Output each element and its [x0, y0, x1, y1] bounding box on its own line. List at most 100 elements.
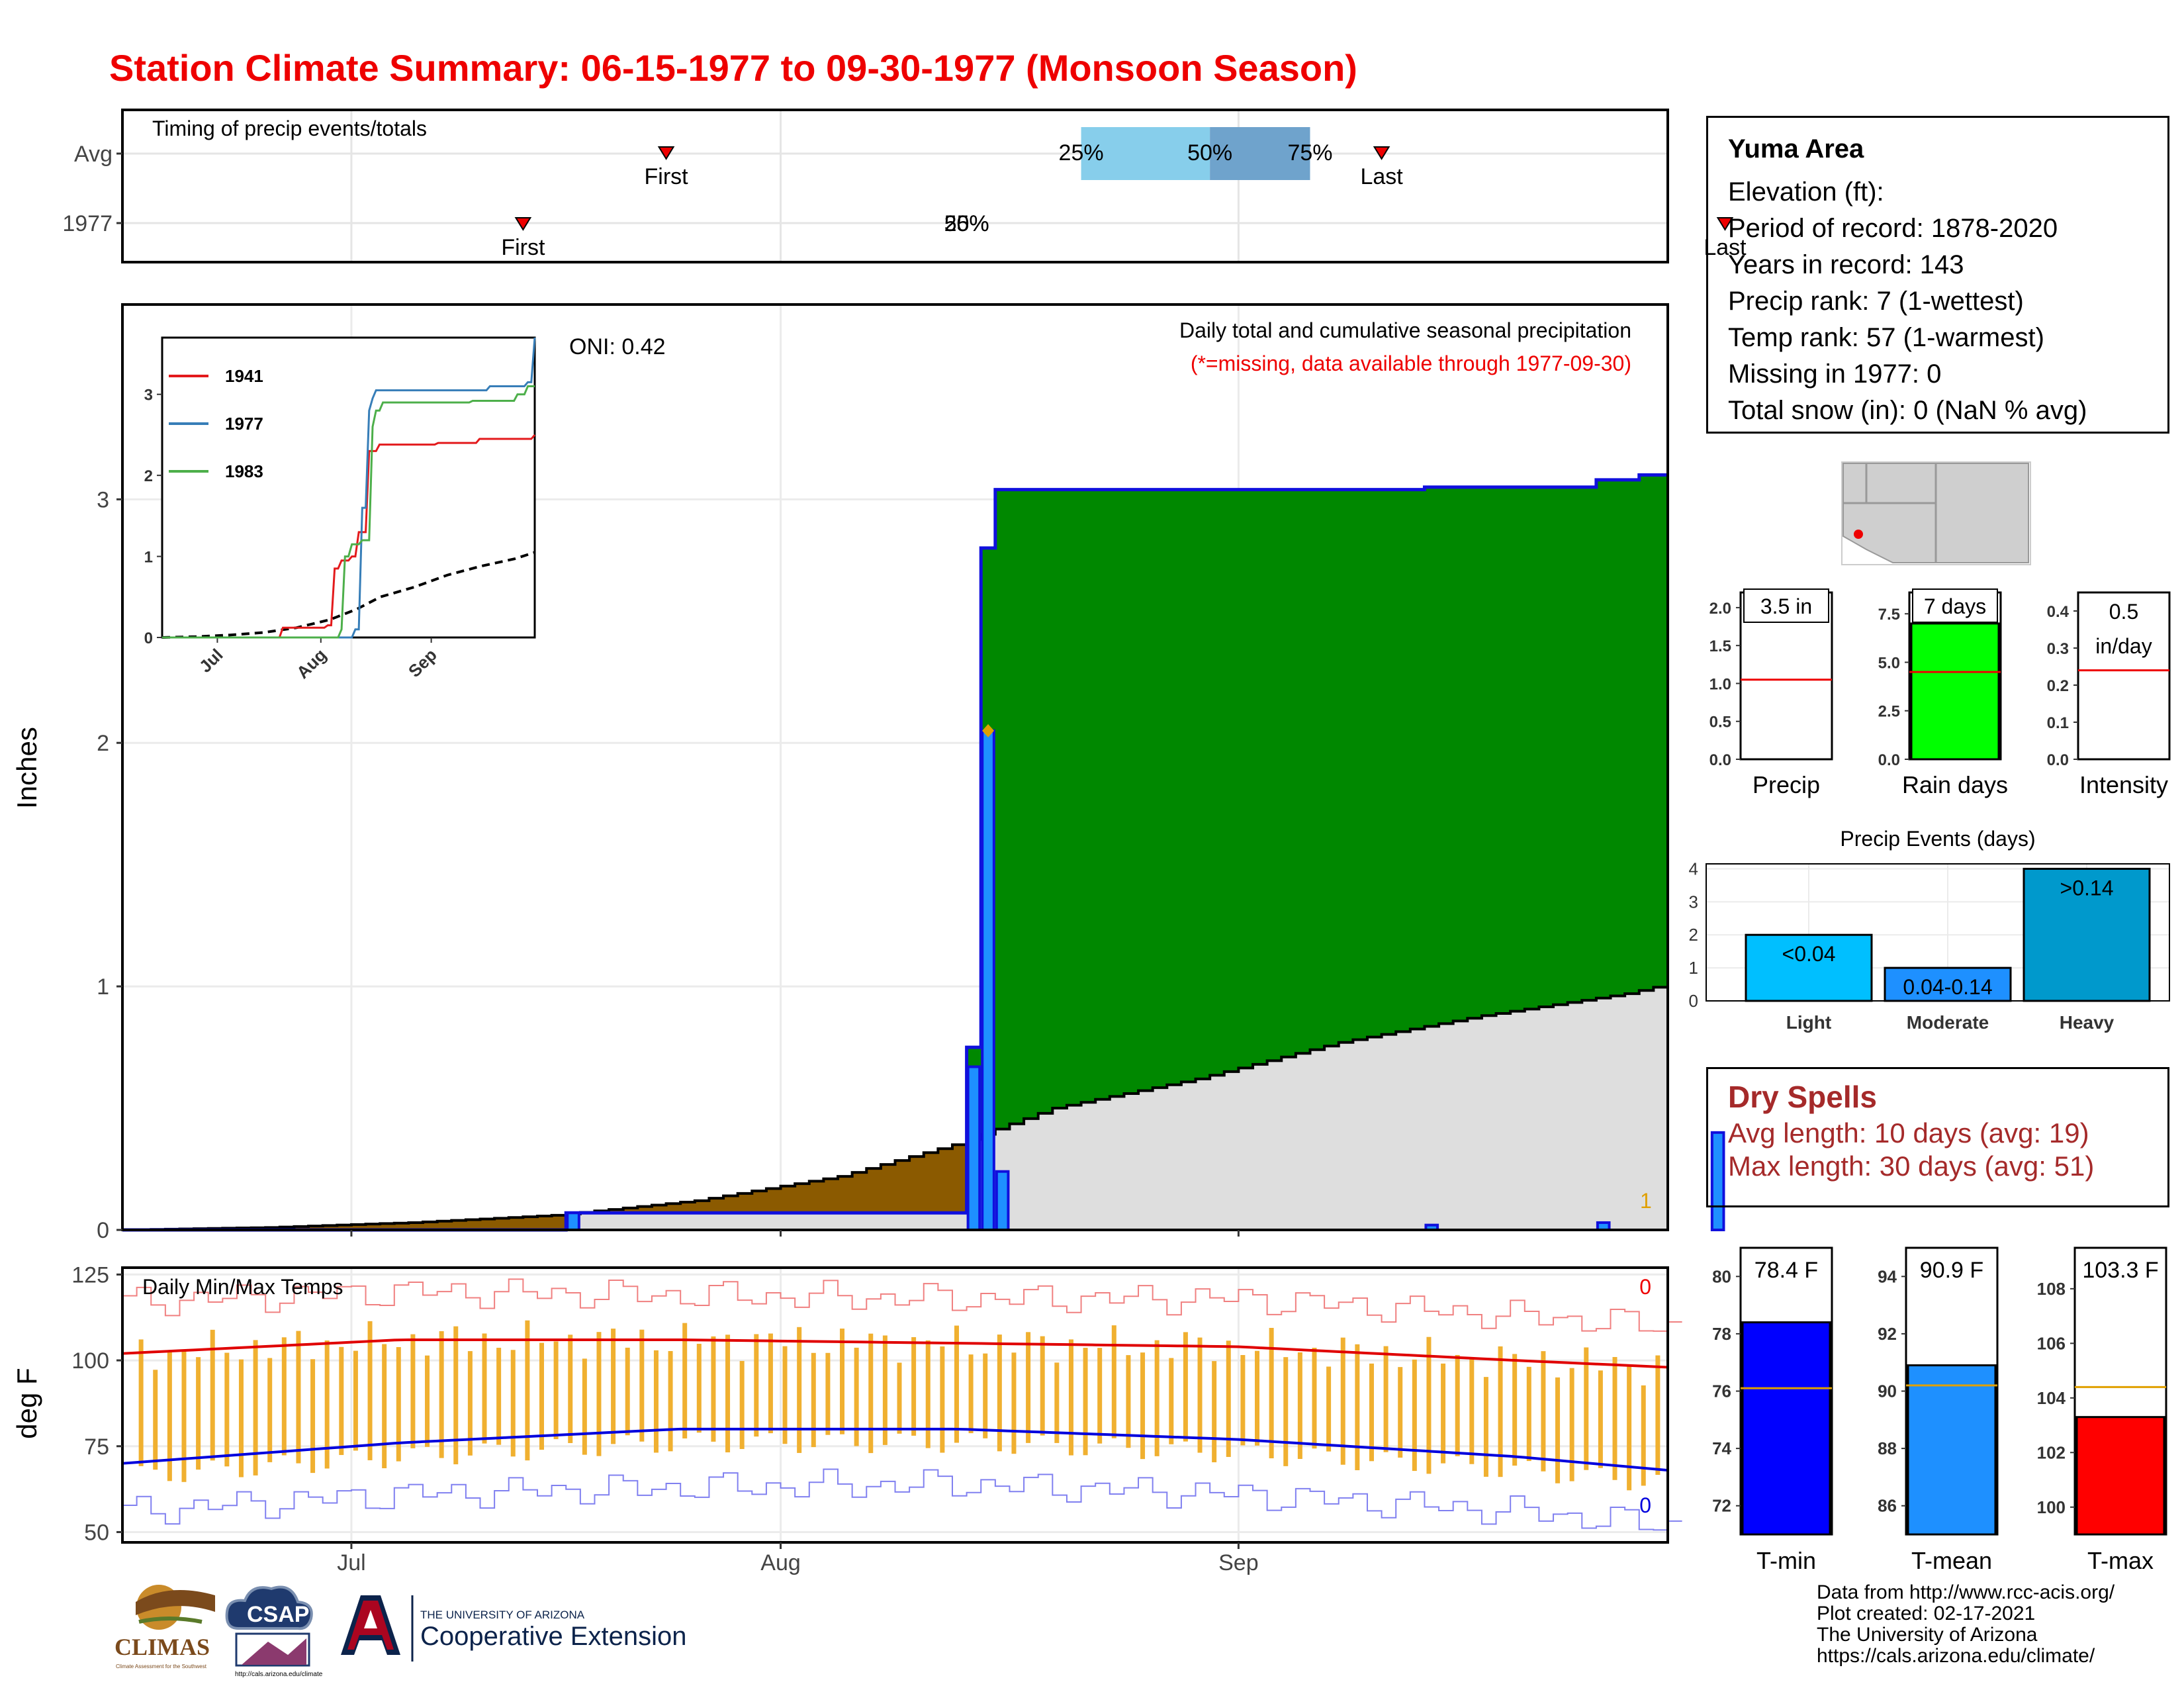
timing-row-label: Avg: [74, 142, 113, 167]
mini-bar-value: 3.5 in: [1760, 594, 1812, 618]
timing-row-label: 1977: [62, 211, 113, 236]
daily-temp-bar: [1426, 1336, 1432, 1474]
mini-bar-value: 0.5: [2109, 600, 2138, 624]
daily-temp-bar: [138, 1339, 144, 1466]
daily-temp-bar: [1612, 1356, 1617, 1480]
quartile-band-upper: [1210, 127, 1310, 180]
daily-temp-bar: [754, 1334, 759, 1437]
daily-temp-bar: [1412, 1359, 1417, 1472]
dry-spells-title: Dry Spells: [1728, 1080, 1877, 1114]
daily-temp-bar: [639, 1329, 645, 1442]
daily-temp-bar: [210, 1329, 215, 1461]
event-ytick: 0: [1689, 991, 1698, 1011]
surplus-area: [566, 475, 1668, 1214]
temps-xtick: Aug: [760, 1550, 801, 1575]
overlap-label: 25%: [944, 211, 989, 236]
temps-title: Daily Min/Max Temps: [142, 1275, 343, 1299]
precip-ytick: 3: [97, 487, 109, 512]
temp-bar-ytick: 74: [1712, 1438, 1731, 1458]
temp-bar-ytick: 78: [1712, 1324, 1731, 1344]
daily-temp-bar: [539, 1342, 544, 1450]
daily-temp-bar: [1183, 1332, 1188, 1442]
daily-temp-bar: [482, 1333, 487, 1444]
daily-temp-bar: [1398, 1367, 1403, 1458]
station-precip-rank: Precip rank: 7 (1-wettest): [1728, 287, 2024, 316]
daily-precip-bar: [995, 1170, 1010, 1232]
oni-label: ONI: 0.42: [569, 334, 666, 359]
daily-temp-bar: [1240, 1354, 1246, 1446]
daily-temp-bar: [1383, 1346, 1388, 1452]
daily-temp-bar: [1598, 1370, 1603, 1468]
daily-temp-bar: [1512, 1354, 1518, 1466]
daily-temp-bar: [582, 1358, 587, 1455]
daily-temp-bar: [1569, 1368, 1574, 1481]
mini-bar-label: Precip: [1752, 771, 1820, 798]
precip-ytick: 1: [97, 974, 109, 1000]
daily-precip-bar: [966, 1065, 981, 1231]
daily-temp-bar: [310, 1359, 316, 1474]
daily-temp-bar: [367, 1321, 373, 1460]
event-bar-label: <0.04: [1782, 942, 1836, 966]
daily-temp-bar: [496, 1348, 502, 1445]
temps-ytick: 100: [71, 1348, 109, 1374]
mini-bar-value: 7 days: [1924, 594, 1986, 618]
temps-xtick: Jul: [337, 1550, 365, 1575]
daily-temp-bar: [1083, 1348, 1088, 1456]
event-bar-label: 0.04-0.14: [1903, 975, 1992, 999]
daily-temp-bar: [768, 1333, 773, 1434]
daily-temp-bar: [467, 1351, 473, 1456]
daily-temp-bar: [1355, 1344, 1360, 1470]
1977-first-marker: [514, 217, 532, 231]
deficit-area: [136, 1145, 967, 1230]
daily-temp-bar: [253, 1340, 258, 1476]
daily-temp-bar: [940, 1346, 945, 1453]
inset-ytick: 2: [144, 467, 153, 485]
mini-bar-fill: [1910, 622, 2000, 761]
legend-label: 1977: [225, 414, 263, 434]
daily-temp-bar: [1526, 1366, 1531, 1462]
mini-bar-ytick: 0.0: [2047, 751, 2069, 769]
daily-temp-bar: [1154, 1340, 1160, 1456]
temp-bar-ytick: 86: [1878, 1496, 1897, 1516]
timing-frame: [121, 109, 1669, 263]
daily-temp-bar: [1641, 1385, 1646, 1486]
credit-line: Data from http://www.rcc-acis.org/: [1817, 1581, 2115, 1603]
daily-temp-bar: [1326, 1366, 1332, 1452]
daily-temp-bar: [238, 1359, 244, 1477]
daily-temp-bar: [1483, 1377, 1488, 1477]
daily-temp-bar: [224, 1352, 230, 1467]
legend-label: 1983: [225, 461, 263, 481]
daily-temp-bar: [410, 1334, 416, 1448]
dry-spells-max: Max length: 30 days (avg: 51): [1728, 1150, 2095, 1182]
station-name: Yuma Area: [1728, 134, 1864, 164]
daily-temp-bar: [725, 1335, 731, 1453]
daily-temp-bar: [382, 1344, 387, 1469]
daily-temp-bar: [510, 1350, 516, 1457]
avg-last-marker: [1373, 146, 1390, 160]
station-elevation: Elevation (ft):: [1728, 177, 1884, 207]
temp-bar-t-max: 100 102 104 106 108 103.3 F T-max: [2037, 1246, 2167, 1574]
inset-avg-line: [161, 551, 535, 639]
daily-temp-bar: [339, 1346, 344, 1456]
daily-temp-bar: [1441, 1363, 1446, 1464]
daily-temp-bar: [1054, 1362, 1060, 1443]
events-frame: [1706, 863, 2170, 1002]
q50-label: 50%: [1187, 140, 1232, 165]
precip-ytick: 2: [97, 731, 109, 756]
daily-temp-bar: [1097, 1348, 1103, 1444]
daily-temp-bar: [825, 1352, 831, 1435]
event-ytick: 4: [1689, 859, 1698, 878]
temp-bar-label: T-min: [1756, 1547, 1816, 1574]
mini-bar-ytick: 0.0: [1878, 751, 1900, 769]
daily-temp-bar: [267, 1358, 273, 1462]
temps-panel: 50 75 100 125 Jul Aug Sep deg F Daily Min/Max Te…: [11, 1262, 1682, 1575]
station-location-marker: [1854, 530, 1863, 539]
daily-temp-bar: [1126, 1355, 1131, 1448]
temp-bar-ytick: 90: [1878, 1382, 1897, 1401]
dry-spells-box: Dry Spells Avg length: 10 days (avg: 19)…: [1706, 1067, 2169, 1207]
temp-bar-fill: [2075, 1416, 2165, 1536]
event-category: Heavy: [2060, 1012, 2115, 1033]
station-missing: Missing in 1977: 0: [1728, 359, 1942, 389]
mini-bar-ytick: 2.5: [1878, 703, 1900, 721]
timing-panel: Avg 1977 Timing of precip events/totals 25%…: [62, 109, 1747, 263]
